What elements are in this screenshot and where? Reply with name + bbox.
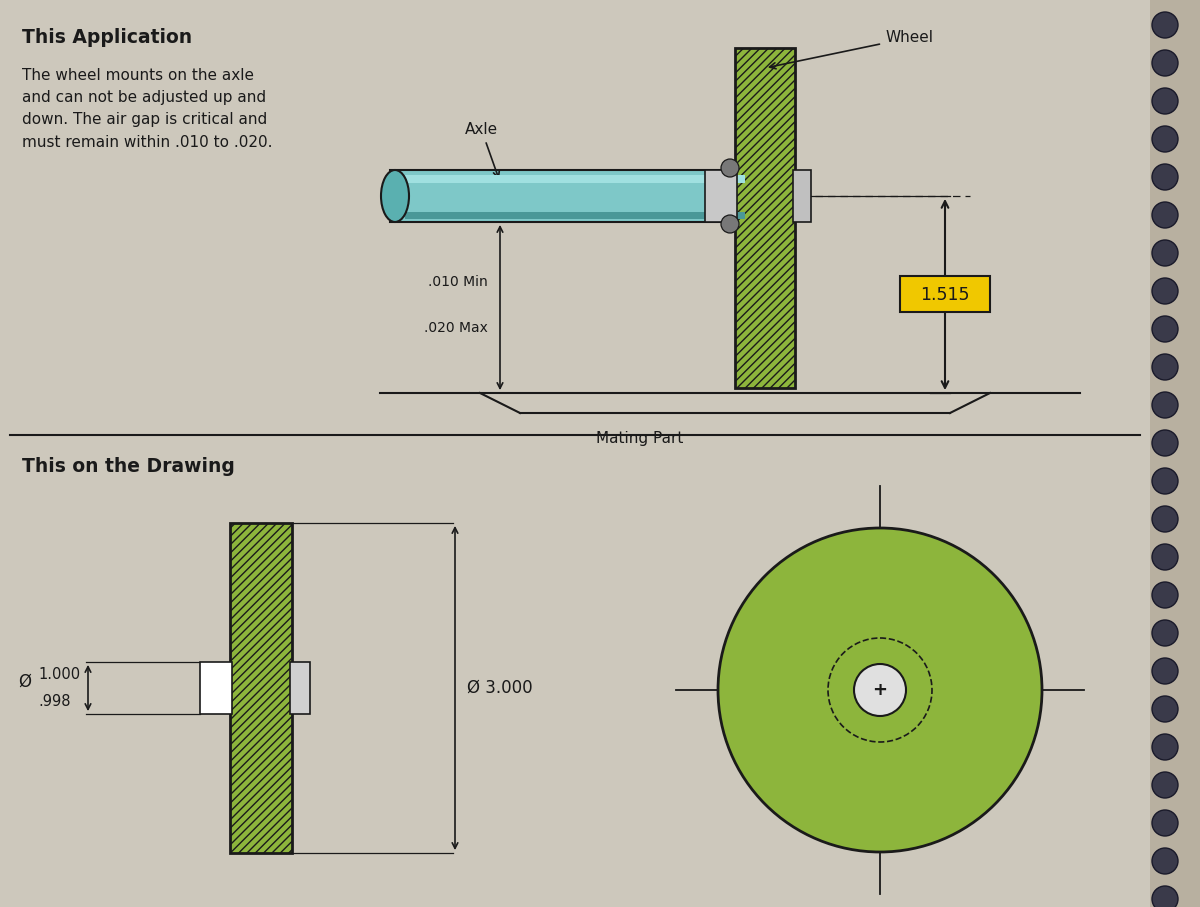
Circle shape xyxy=(1152,810,1178,836)
Text: 1.000: 1.000 xyxy=(38,667,80,682)
Text: This on the Drawing: This on the Drawing xyxy=(22,457,235,476)
Text: Axle: Axle xyxy=(466,122,499,178)
Circle shape xyxy=(1152,88,1178,114)
Circle shape xyxy=(1152,316,1178,342)
Bar xyxy=(200,662,232,714)
Text: Mating Part: Mating Part xyxy=(596,431,684,446)
Text: This Application: This Application xyxy=(22,28,192,47)
Circle shape xyxy=(1152,240,1178,266)
Text: Ø: Ø xyxy=(18,673,31,691)
Ellipse shape xyxy=(382,170,409,222)
Circle shape xyxy=(1152,658,1178,684)
Text: .010 Min: .010 Min xyxy=(428,275,488,288)
Circle shape xyxy=(718,528,1042,852)
Text: Ø 3.000: Ø 3.000 xyxy=(467,679,533,697)
Bar xyxy=(734,48,796,388)
Circle shape xyxy=(1152,772,1178,798)
Circle shape xyxy=(1152,392,1178,418)
Text: The wheel mounts on the axle
and can not be adjusted up and
down. The air gap is: The wheel mounts on the axle and can not… xyxy=(22,68,272,150)
FancyBboxPatch shape xyxy=(900,277,990,313)
Bar xyxy=(390,170,750,222)
Circle shape xyxy=(1152,696,1178,722)
Circle shape xyxy=(1152,848,1178,874)
Bar xyxy=(290,662,310,714)
Text: .020 Max: .020 Max xyxy=(424,321,488,335)
Bar xyxy=(406,212,745,219)
Circle shape xyxy=(1152,506,1178,532)
Circle shape xyxy=(1152,886,1178,907)
Circle shape xyxy=(1152,354,1178,380)
Circle shape xyxy=(1152,620,1178,646)
Circle shape xyxy=(721,159,739,177)
Circle shape xyxy=(1152,582,1178,608)
Circle shape xyxy=(1152,12,1178,38)
Circle shape xyxy=(1152,50,1178,76)
Text: 1.515: 1.515 xyxy=(920,286,970,304)
Circle shape xyxy=(1152,278,1178,304)
Bar xyxy=(1150,0,1200,907)
Circle shape xyxy=(1152,164,1178,190)
Text: Wheel: Wheel xyxy=(769,31,934,69)
Circle shape xyxy=(1152,430,1178,456)
Bar xyxy=(793,170,811,222)
Circle shape xyxy=(1152,126,1178,152)
Circle shape xyxy=(1152,468,1178,494)
Circle shape xyxy=(1152,202,1178,228)
Bar xyxy=(706,170,737,222)
Bar xyxy=(230,523,292,853)
Text: .998: .998 xyxy=(38,694,71,709)
Circle shape xyxy=(1152,544,1178,570)
Bar xyxy=(406,175,745,183)
Circle shape xyxy=(721,215,739,233)
Circle shape xyxy=(1152,734,1178,760)
Circle shape xyxy=(854,664,906,716)
Text: +: + xyxy=(872,681,888,699)
